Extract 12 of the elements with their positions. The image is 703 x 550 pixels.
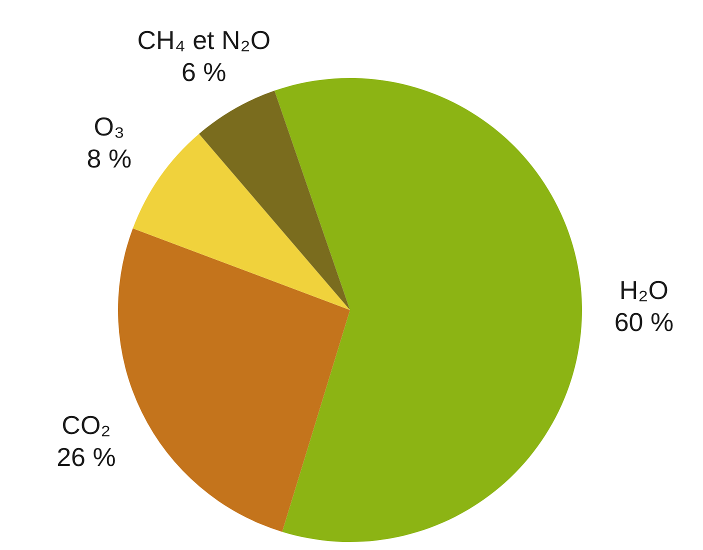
- data-label: 6 %: [181, 56, 226, 87]
- pie-slice: [274, 78, 582, 542]
- slice-label: O₃: [94, 111, 125, 142]
- slice-label: CH₄ et N₂O: [137, 24, 271, 55]
- data-label: 26 %: [56, 442, 116, 472]
- data-label: 8 %: [86, 143, 132, 174]
- data-label: 60 %: [614, 306, 674, 337]
- pie-slice: [132, 134, 350, 310]
- slice-label: H₂O: [619, 274, 668, 305]
- pie-slice: [118, 228, 350, 532]
- pie-slice: [199, 90, 350, 310]
- slice-label: CO₂: [62, 410, 111, 440]
